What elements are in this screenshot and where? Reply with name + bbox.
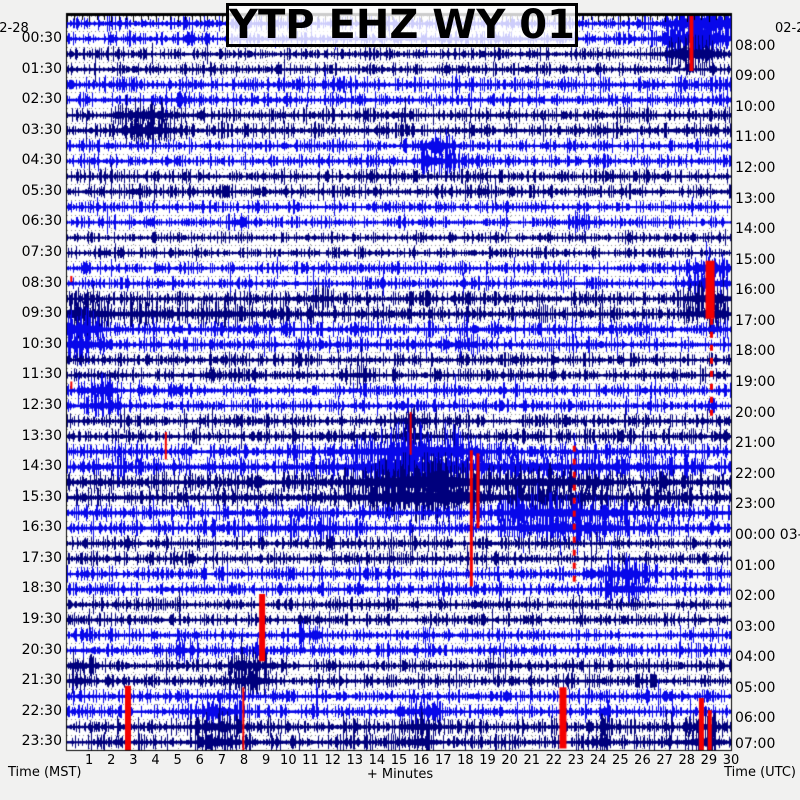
- right-time-label: 23:00: [735, 496, 776, 513]
- left-time-label: 02:30: [21, 91, 62, 108]
- minute-label: 17: [434, 753, 452, 768]
- minute-label: 30: [722, 753, 740, 768]
- right-time-label: 12:00: [735, 159, 776, 176]
- minute-label: 5: [173, 753, 182, 768]
- minute-label: 13: [346, 753, 363, 768]
- right-time-label: 10:00: [735, 98, 776, 115]
- left-time-label: 03:30: [21, 121, 62, 138]
- minute-label: 27: [656, 753, 673, 768]
- left-time-label: 14:30: [21, 458, 62, 475]
- right-time-label: 03:00: [735, 618, 776, 635]
- left-axis-caption: Time (MST): [8, 765, 82, 780]
- right-time-label: 14:00: [735, 221, 776, 238]
- right-time-label: 05:00: [735, 679, 776, 696]
- minute-label: 3: [129, 753, 138, 768]
- minute-label: 26: [634, 753, 651, 768]
- left-time-label: 22:30: [21, 702, 62, 719]
- bottom-axis-caption: + Minutes: [366, 767, 434, 782]
- right-time-label: 02:00: [735, 588, 776, 605]
- left-time-label: 00:30: [21, 29, 62, 46]
- minute-label: 28: [678, 753, 695, 768]
- minute-label: 6: [195, 753, 204, 768]
- date-top-left: 02-28: [0, 21, 29, 36]
- right-time-label: 01:00: [735, 557, 776, 574]
- right-time-label: 00:00 03-01: [735, 526, 800, 543]
- date-top-right: 02-28: [775, 21, 800, 36]
- minute-label: 20: [501, 753, 518, 768]
- left-time-label: 16:30: [21, 519, 62, 536]
- right-time-label: 19:00: [735, 374, 776, 390]
- left-time-label: 04:30: [21, 152, 62, 169]
- minute-label: 22: [545, 753, 563, 768]
- minute-label: 4: [151, 753, 160, 768]
- left-time-label: 19:30: [21, 611, 62, 628]
- minute-label: 18: [457, 753, 474, 768]
- left-time-label: 08:30: [21, 274, 62, 291]
- minute-label: 19: [479, 753, 496, 768]
- right-time-label: 04:00: [735, 649, 776, 666]
- minute-label: 16: [412, 753, 430, 768]
- minute-label: 8: [239, 753, 249, 768]
- left-time-label: 18:30: [21, 580, 62, 597]
- left-time-label: 17:30: [21, 549, 62, 566]
- right-axis-caption: Time (UTC): [724, 765, 796, 780]
- minute-label: 29: [700, 753, 718, 768]
- station-title: YTP EHZ WY 01: [226, 3, 578, 47]
- minute-label: 9: [262, 753, 271, 768]
- right-time-label: 08:00: [735, 37, 776, 54]
- left-time-label: 15:30: [21, 488, 62, 505]
- left-time-label: 11:30: [21, 366, 62, 383]
- right-time-label: 11:00: [735, 129, 776, 146]
- left-time-label: 05:30: [21, 182, 62, 199]
- right-time-label: 22:00: [735, 465, 776, 482]
- left-time-label: 09:30: [21, 305, 62, 322]
- left-time-label: 20:30: [21, 641, 62, 658]
- minute-label: 12: [324, 753, 341, 768]
- left-time-label: 12:30: [21, 396, 62, 413]
- right-time-label: 18:00: [735, 343, 776, 360]
- left-time-label: 21:30: [21, 672, 62, 689]
- left-time-label: 06:30: [21, 213, 62, 230]
- left-time-label: 10:30: [21, 335, 62, 352]
- right-time-label: 17:00: [735, 312, 776, 329]
- left-time-label: 01:30: [21, 60, 62, 77]
- minute-label: 23: [567, 753, 585, 768]
- minute-label: 21: [523, 753, 541, 768]
- minute-label: 15: [390, 753, 408, 768]
- right-time-label: 20:00: [735, 404, 776, 421]
- minute-label: 10: [280, 753, 297, 768]
- right-time-label: 15:00: [735, 251, 776, 268]
- minute-label: 25: [612, 753, 629, 768]
- minute-label: 1: [84, 753, 94, 768]
- left-time-label: 13:30: [21, 427, 62, 444]
- minute-label: 24: [589, 753, 607, 768]
- right-time-label: 16:00: [735, 282, 776, 299]
- minute-label: 2: [107, 753, 116, 768]
- minute-label: 11: [302, 753, 319, 768]
- left-time-label: 07:30: [21, 244, 62, 261]
- right-time-label: 21:00: [735, 435, 776, 452]
- right-time-label: 06:00: [735, 710, 776, 727]
- minute-label: 7: [217, 753, 227, 768]
- left-time-label: 23:30: [21, 733, 62, 750]
- right-time-label: 13:00: [735, 190, 776, 207]
- minute-label: 14: [368, 753, 386, 768]
- right-time-label: 07:00: [735, 736, 776, 752]
- right-time-label: 09:00: [735, 68, 776, 85]
